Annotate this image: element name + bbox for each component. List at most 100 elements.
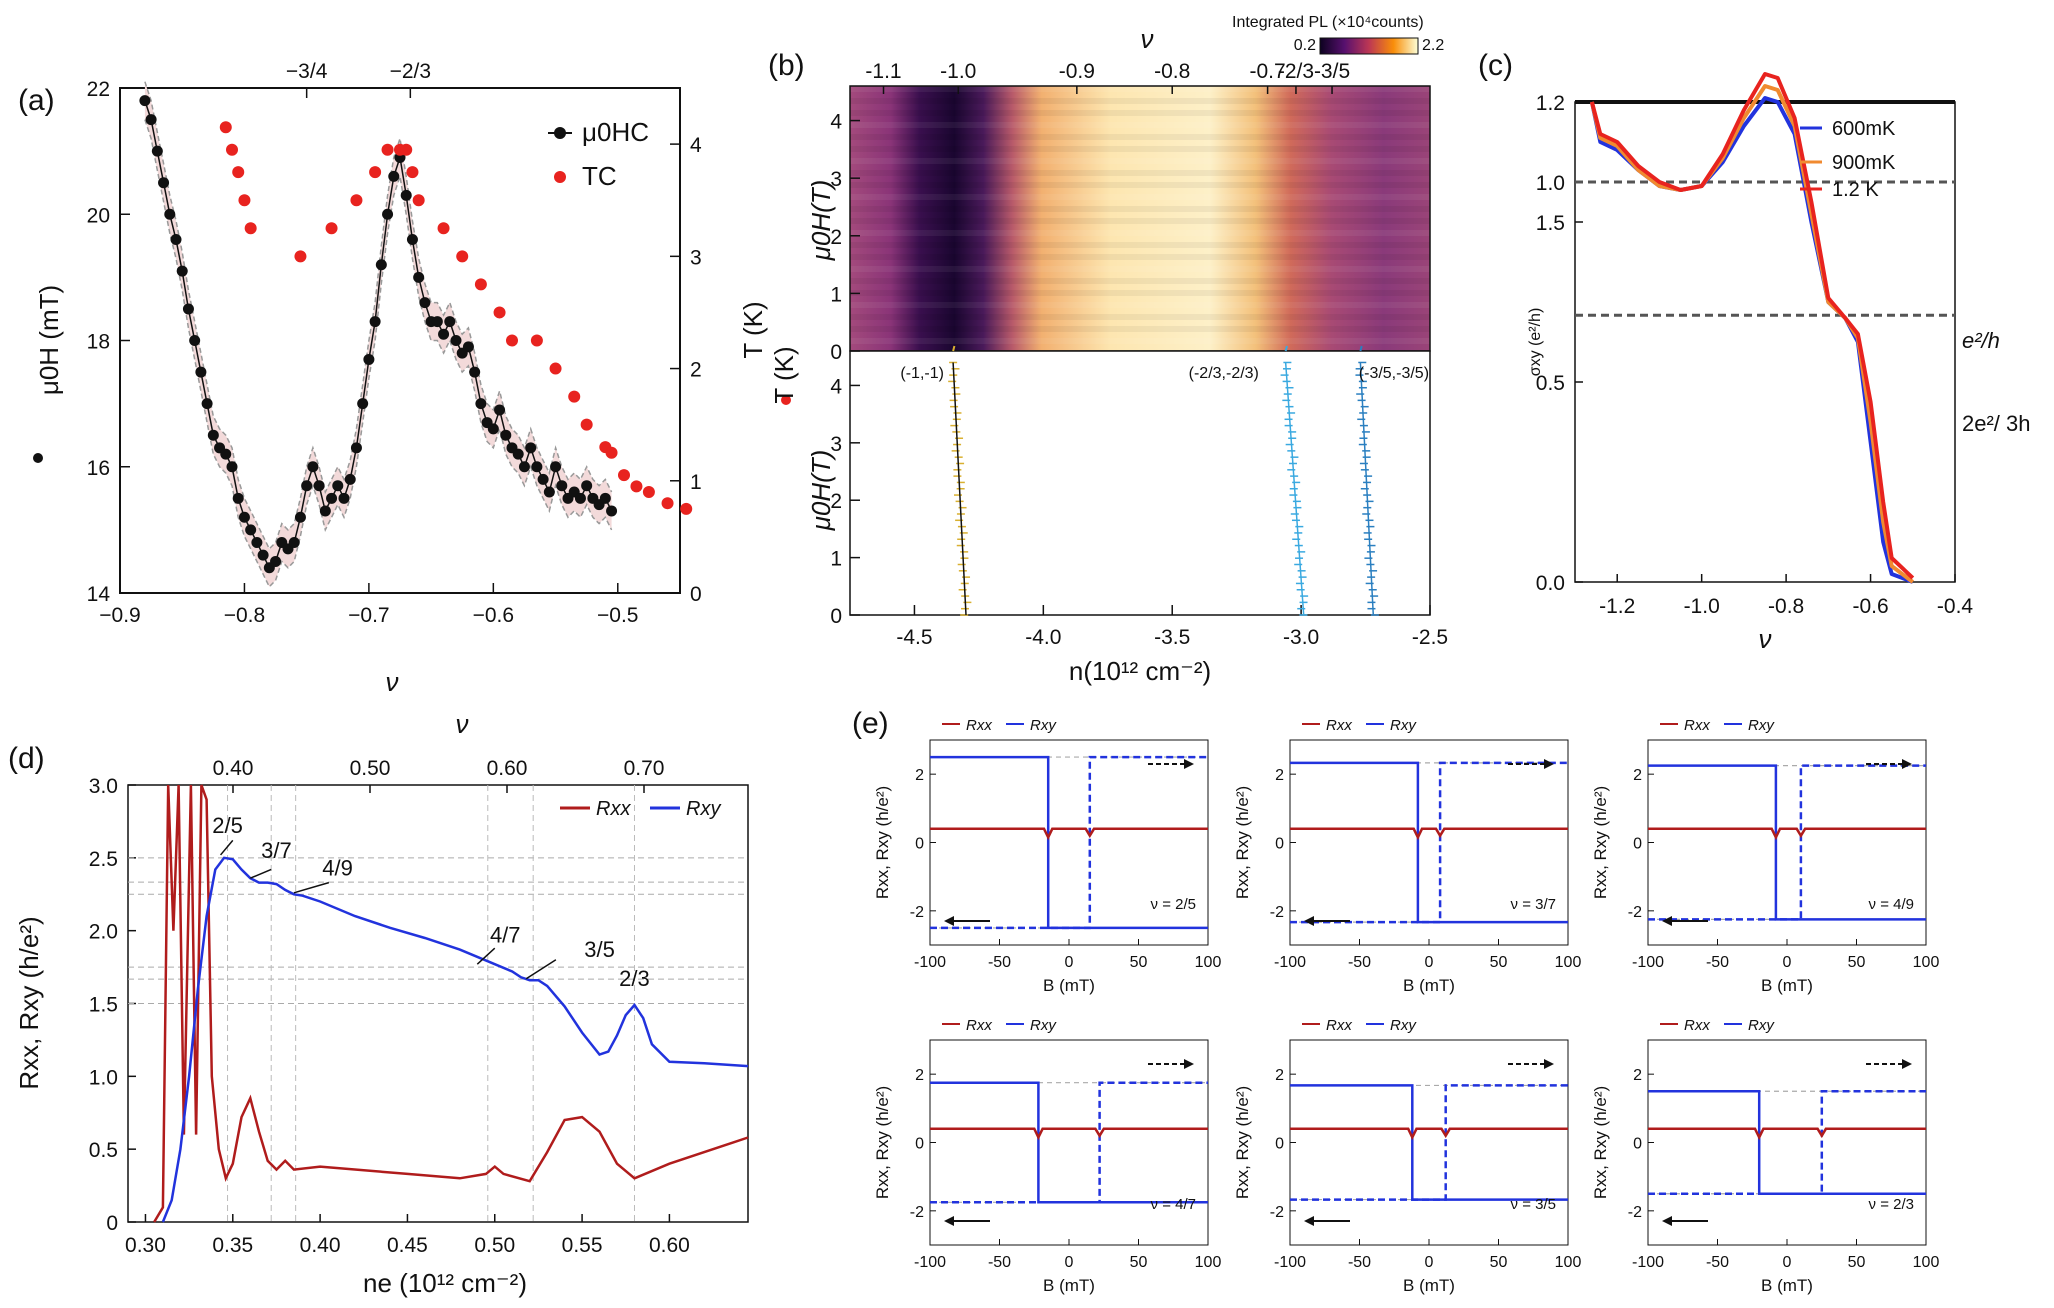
legend-label-rxx: Rxx (966, 1017, 992, 1034)
x-tick-label: -50 (1706, 1254, 1729, 1271)
hc-point (350, 442, 362, 454)
x-tick-label: -4.5 (896, 626, 932, 649)
x-tick-label: -50 (988, 1254, 1011, 1271)
hc-uncertainty-band (144, 81, 612, 587)
panel-d-data: 2/5 3/7 4/9 4/7 3/52/3 (128, 784, 749, 1223)
panel-a-label: (a) (18, 84, 55, 117)
panel-e-subplots: -100 -50 0 50 100 -2 0 2 B (mT) Rxx, Rxy (h/e²) Rx… (873, 717, 1939, 1295)
legend-label-rxy: Rxy (1390, 1017, 1417, 1034)
hc-point (382, 208, 394, 220)
legend-label-rxx: Rxx (1684, 1017, 1710, 1034)
hc-point (487, 423, 499, 435)
subplot-nu-label: ν = 3/5 (1511, 1196, 1556, 1213)
x-tick-label: -100 (914, 1254, 946, 1271)
y-tick-label: 14 (87, 583, 111, 606)
x-tick-label: 100 (1913, 954, 1940, 971)
panel-b-ylabel-top: μ0H(T) (806, 180, 836, 262)
subplot-xlabel: B (mT) (1043, 976, 1095, 995)
fit-plot-frame (849, 350, 1431, 616)
y-tick-label: 0 (1633, 836, 1642, 853)
hc-point (431, 316, 443, 328)
arrow-up-head (1184, 759, 1194, 769)
heatmap-stripe (850, 158, 1430, 164)
annotation-arrow (293, 881, 330, 894)
fit-line (1359, 362, 1375, 616)
hc-point (400, 189, 412, 201)
subplot-ylabel: Rxx, Rxy (h/e²) (873, 786, 892, 899)
x-tick-label: -0.8 (1768, 595, 1804, 618)
legend-label-rxy: Rxy (1030, 1017, 1057, 1034)
y-tick-label: -2 (1628, 1204, 1642, 1221)
annotation-label: 4/7 (490, 922, 521, 947)
hc-point (182, 303, 194, 315)
hc-point (543, 486, 555, 498)
rxx-line (153, 784, 749, 1223)
hc-point (226, 461, 238, 473)
y-tick-label: 1.2 (1536, 92, 1565, 115)
x-tick-label: 0.50 (474, 1234, 515, 1257)
tc-point (400, 143, 413, 156)
x-tick-label: 50 (1490, 1254, 1508, 1271)
panel-b-fits: (-1,-1) (-2/3,-2/3) (-3/5,-3/5) (900, 345, 1429, 616)
rxy-sweep-down (1290, 1084, 1568, 1201)
arrow-down-head (1304, 1216, 1314, 1226)
y-tick-label-top: 1 (830, 283, 842, 306)
heatmap-stripe (850, 242, 1430, 248)
x-tick-label: -100 (1632, 954, 1664, 971)
subplot-3: -100 -50 0 50 100 -2 0 2 B (mT) Rxx, Rxy (h/e²) Rx… (873, 1017, 1221, 1295)
y2-tick-label: 0 (690, 583, 702, 606)
hc-point (145, 114, 157, 126)
y-tick-label: 0 (915, 1136, 924, 1153)
x-tick-label: 100 (1195, 1254, 1222, 1271)
y-tick-label-bottom: 1 (830, 548, 842, 571)
top-tick-label: -1.0 (940, 60, 976, 83)
x-tick-label: -100 (1274, 954, 1306, 971)
hc-point (195, 366, 207, 378)
subplot-nu-label: ν = 2/3 (1869, 1196, 1914, 1213)
hc-point (512, 448, 524, 460)
hc-point (288, 537, 300, 548)
hc-point (500, 429, 512, 441)
arrow-down-head (1304, 916, 1314, 926)
hc-upper-bound (144, 81, 613, 551)
y-tick-label: 2 (1633, 1067, 1642, 1084)
hc-point (251, 537, 263, 548)
legend-label-rxx: Rxx (1326, 717, 1352, 734)
subplot-nu-label: ν = 4/7 (1151, 1196, 1196, 1213)
y-tick-label-top: 3 (830, 168, 842, 191)
fit-label: (-2/3,-2/3) (1189, 365, 1259, 382)
y-tick-label: 0 (1275, 1136, 1284, 1153)
heatmap-stripe (850, 98, 1430, 104)
y-tick-label: 1.5 (89, 994, 118, 1017)
x-tick-label: 50 (1130, 1254, 1148, 1271)
heatmap-stripe (850, 206, 1430, 212)
rxy-sweep-down (1648, 764, 1926, 921)
arrow-up-head (1184, 1059, 1194, 1069)
hc-point (606, 505, 618, 517)
annotation-arrow (525, 959, 557, 980)
panel-b-xlabel: n(10¹² cm⁻²) (1069, 656, 1211, 686)
y-tick-label-bottom: 3 (830, 433, 842, 456)
x-tick-label: 0 (1425, 954, 1434, 971)
heatmap-stripe (850, 302, 1430, 308)
subplot-frame (929, 739, 1209, 946)
rxy-sweep-up (1648, 764, 1926, 921)
legend-label-rxx: Rxx (596, 798, 631, 820)
hc-point (525, 442, 537, 454)
panel-d-ticks: 0.30 0.35 0.40 0.45 0.50 0.55 0.60 0 0.5 1.0 1.5 2.… (89, 757, 690, 1257)
tc-point (630, 480, 643, 493)
y-tick-label: 1.0 (1536, 172, 1565, 195)
y-tick-label: -2 (1270, 1204, 1284, 1221)
hc-point (170, 234, 182, 245)
y-tick-label: 0 (915, 836, 924, 853)
x-tick-label: 0.55 (562, 1234, 603, 1257)
x-tick-label: −0.9 (99, 604, 140, 627)
hc-point (257, 549, 269, 561)
hc-point (494, 404, 506, 416)
rxy-sweep-down (930, 755, 1208, 930)
x-tick-label: -0.6 (1852, 595, 1888, 618)
top-tick-label: -1.1 (865, 60, 901, 83)
hc-point (307, 461, 319, 473)
x-tick-label: -50 (988, 954, 1011, 971)
x-tick-label: -3.0 (1283, 626, 1319, 649)
